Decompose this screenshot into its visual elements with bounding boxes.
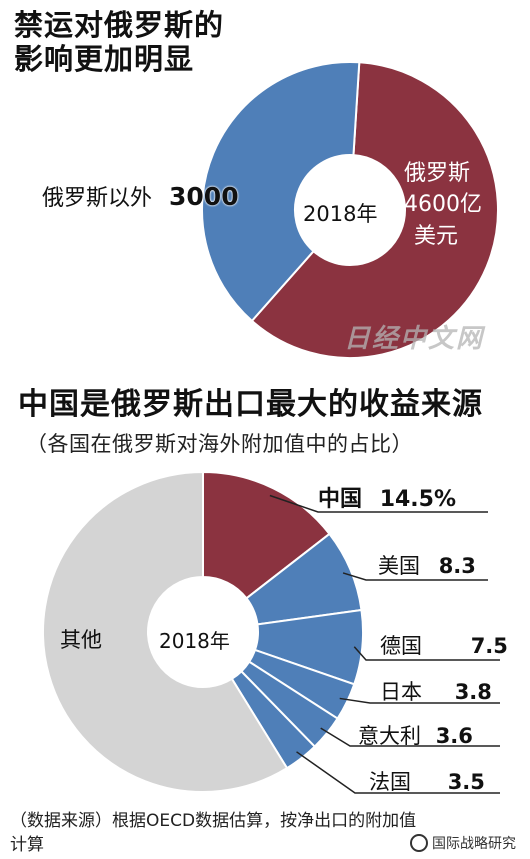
wechat-icon <box>410 834 428 852</box>
chart2-label-japan-name: 日本 <box>380 680 422 704</box>
chart2-label-france: 法国 3.5 <box>369 766 485 796</box>
chart2-leader-line-0 <box>269 494 488 513</box>
chart2-label-china: 中国 14.5% <box>318 481 456 513</box>
chart2-leader-line-5 <box>296 751 500 794</box>
chart2-label-japan-value: 3.8 <box>454 680 492 704</box>
chart1-donut <box>201 61 499 359</box>
chart1-slice-label-others: 俄罗斯以外 <box>42 186 153 211</box>
chart2-label-us-value: 8.3 <box>438 554 476 578</box>
footer-source-line-1: （数据来源）根据OECD数据估算，按净出口的附加值 <box>10 811 417 831</box>
chart2-label-italy-value: 3.6 <box>435 724 473 748</box>
chart2-leader-line-4 <box>320 727 500 747</box>
chart2-center-label: 2018年 <box>159 629 230 653</box>
chart2-label-us-name: 美国 <box>378 554 420 578</box>
chart2-label-other: 其他 <box>60 628 102 652</box>
chart1-slice-unit-russia: 美元 <box>414 224 459 249</box>
footer-source-line-2: 计算 <box>10 835 44 855</box>
brand-name: 国际战略研究 <box>432 836 516 852</box>
chart2-label-france-value: 3.5 <box>447 770 485 794</box>
brand-badge: 国际战略研究 <box>410 833 516 853</box>
chart1-center-hole <box>295 155 405 265</box>
chart1-center-label: 2018年 <box>303 202 378 226</box>
chart2-leader-lines <box>269 494 500 794</box>
chart2-leader-line-2 <box>353 646 500 661</box>
chart2-subtitle: （各国在俄罗斯对海外附加值中的占比） <box>26 432 413 456</box>
chart2-label-france-name: 法国 <box>369 770 411 794</box>
chart1-label-others: 俄罗斯以外 3000 <box>42 180 239 212</box>
chart1-slice-0 <box>250 61 499 359</box>
chart2-label-us: 美国 8.3 <box>378 550 476 580</box>
chart2-donut <box>42 470 364 793</box>
chart1-slice-value-russia: 4600亿 <box>404 192 482 217</box>
chart2-label-germany-value: 7.5 <box>470 634 508 658</box>
chart1-slice-value-others: 3000 <box>169 182 239 211</box>
chart2-label-china-name: 中国 <box>318 487 363 512</box>
chart2-center-hole <box>148 577 258 687</box>
chart1-slice-label-russia: 俄罗斯 <box>404 161 471 186</box>
chart2-leader-line-1 <box>342 572 488 581</box>
chart1-title-line-2: 影响更加明显 <box>14 42 195 76</box>
chart2-title: 中国是俄罗斯出口最大的收益来源 <box>18 387 483 422</box>
chart2-leader-line-3 <box>339 697 500 704</box>
chart2-label-germany: 德国 7.5 <box>380 630 508 660</box>
chart2-label-japan: 日本 3.8 <box>380 676 492 706</box>
chart2-label-italy: 意大利 3.6 <box>358 720 473 750</box>
chart2-label-germany-name: 德国 <box>380 634 422 658</box>
chart2-label-china-value: 14.5% <box>379 487 457 512</box>
chart1-title-line-1: 禁运对俄罗斯的 <box>14 8 225 42</box>
chart2-label-italy-name: 意大利 <box>358 724 421 748</box>
watermark: 日经中文网 <box>344 324 485 354</box>
